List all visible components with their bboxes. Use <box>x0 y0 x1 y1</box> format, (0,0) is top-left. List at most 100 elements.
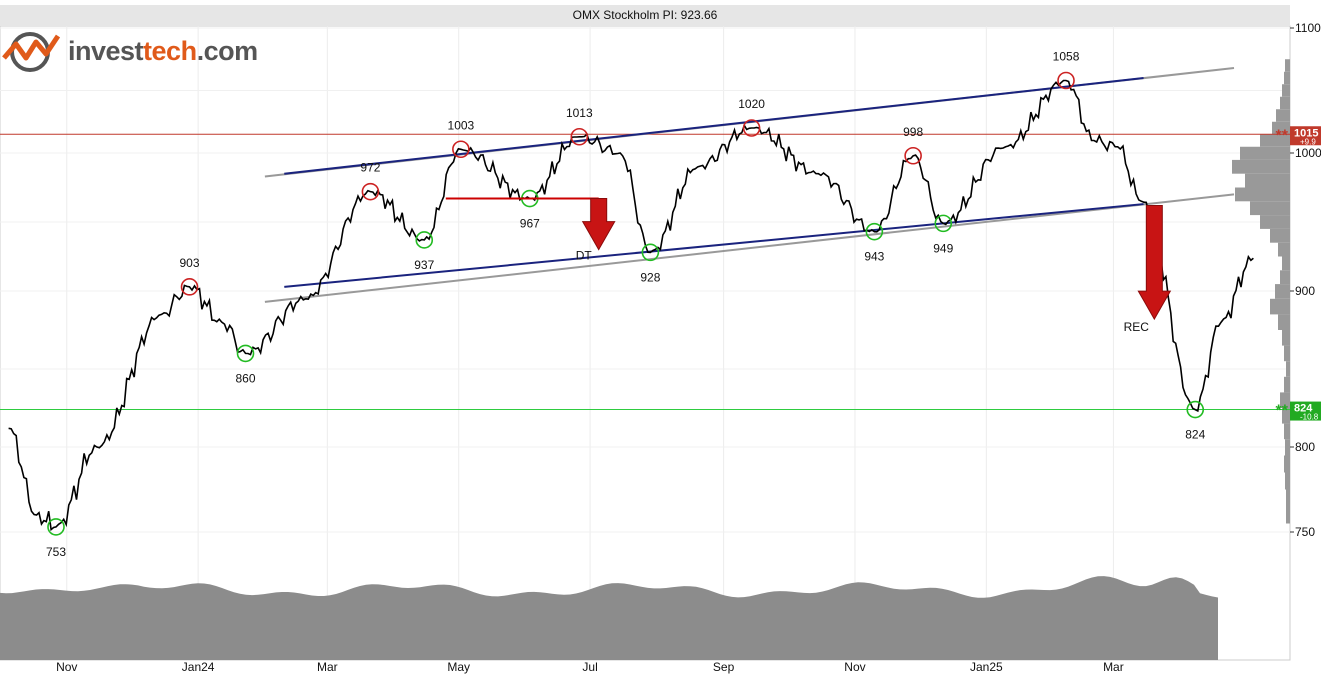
logo-part-1: invest <box>68 36 144 66</box>
bottom-marker <box>1186 400 1205 419</box>
bottom-marker <box>865 222 884 241</box>
histogram-bar <box>1280 270 1290 285</box>
x-tick-label: Jan25 <box>970 660 1003 674</box>
histogram-bar <box>1282 330 1290 346</box>
histogram-bar <box>1284 423 1290 440</box>
bottom-label: 943 <box>864 250 884 264</box>
bottom-label: 949 <box>933 241 953 255</box>
x-tick-label: Nov <box>56 660 77 674</box>
rec-pattern-label: REC <box>1124 320 1150 334</box>
histogram-bar <box>1284 71 1290 85</box>
logo-part-3: .com <box>196 36 259 66</box>
histogram-bar <box>1235 187 1290 202</box>
histogram-bar <box>1284 455 1290 473</box>
bottom-marker <box>47 518 65 536</box>
y-tick-label: 900 <box>1295 284 1315 298</box>
histogram-bar <box>1284 376 1290 393</box>
bottom-label: 860 <box>235 371 255 385</box>
histogram-bar <box>1282 256 1290 271</box>
histogram-bar <box>1232 159 1290 174</box>
x-tick-label: Jan24 <box>182 660 215 674</box>
channel-upper-line <box>284 77 1144 175</box>
channel-lower-line <box>284 203 1144 288</box>
histogram-bar <box>1282 408 1290 424</box>
bottom-label: 967 <box>520 217 540 231</box>
resistance-stars: ** <box>1276 127 1289 144</box>
horizontal-gridlines <box>0 27 1290 533</box>
top-label: 998 <box>903 125 923 139</box>
logo-mark-icon <box>2 32 61 72</box>
histogram-bar <box>1276 109 1290 122</box>
support-stars: ** <box>1276 403 1289 420</box>
top-label: 972 <box>360 161 380 175</box>
histogram-bar <box>1285 472 1290 490</box>
top-marker <box>570 127 589 146</box>
bottom-label: 937 <box>414 258 434 272</box>
support-value: 824 <box>1294 403 1313 415</box>
top-marker <box>742 119 761 137</box>
top-label: 903 <box>180 256 200 270</box>
bottom-label: 753 <box>46 545 66 559</box>
histogram-bar <box>1285 439 1290 456</box>
resistance-value: 1015 <box>1294 127 1318 139</box>
investtech-logo: investtech.com <box>2 30 272 72</box>
dt-pattern-label: DT <box>576 249 593 263</box>
top-label: 1003 <box>448 118 475 132</box>
chart-title: OMX Stockholm PI: 923.66 <box>0 5 1290 25</box>
resistance-change: +9.9 <box>1300 137 1316 146</box>
bottom-marker <box>415 231 434 249</box>
bottom-label: 824 <box>1185 428 1205 442</box>
price-line <box>8 79 1254 532</box>
histogram-bar <box>1270 228 1290 243</box>
support-change: -10.8 <box>1300 413 1319 422</box>
price-distribution-histogram <box>1232 59 1290 524</box>
histogram-bar <box>1278 242 1290 257</box>
histogram-bar <box>1282 84 1290 97</box>
vertical-gridlines <box>66 26 1114 660</box>
y-tick-label: 1100 <box>1295 21 1321 35</box>
support-badge <box>1290 401 1321 421</box>
histogram-bar <box>1286 506 1290 524</box>
channel-lower-extension <box>264 193 1235 303</box>
bottom-marker <box>236 344 255 363</box>
rec-target-arrow <box>1137 204 1172 321</box>
x-tick-label: Nov <box>844 660 865 674</box>
resistance-badge <box>1290 126 1321 146</box>
histogram-bar <box>1260 215 1290 229</box>
histogram-bar <box>1260 134 1290 147</box>
histogram-bar <box>1280 392 1290 408</box>
top-marker <box>180 278 199 296</box>
bottom-marker <box>641 243 660 262</box>
histogram-bar <box>1245 173 1290 188</box>
top-label: 1013 <box>566 106 593 120</box>
top-label: 1058 <box>1053 50 1080 64</box>
top-marker <box>452 140 470 159</box>
x-tick-label: Jul <box>582 660 597 674</box>
dt-target-arrow <box>581 198 616 251</box>
histogram-bar <box>1286 361 1290 377</box>
x-tick-label: May <box>447 660 470 674</box>
bottom-label: 928 <box>640 270 660 284</box>
plot-frame <box>0 25 1291 661</box>
volume-area <box>0 576 1218 660</box>
y-tick-label: 750 <box>1295 525 1315 539</box>
histogram-bar <box>1284 345 1290 362</box>
y-tick-label: 800 <box>1295 440 1315 454</box>
histogram-bar <box>1275 284 1290 299</box>
histogram-bar <box>1272 121 1290 135</box>
y-tick-label: 1000 <box>1295 146 1321 160</box>
bottom-marker <box>934 214 953 233</box>
histogram-bar <box>1280 96 1290 110</box>
histogram-bar <box>1270 298 1290 315</box>
top-marker <box>904 146 922 165</box>
top-marker <box>361 182 380 201</box>
histogram-bar <box>1285 59 1290 72</box>
logo-part-2: tech <box>143 36 197 66</box>
logo-text: investtech.com <box>68 36 258 67</box>
histogram-bar <box>1278 314 1290 330</box>
histogram-bar <box>1250 201 1290 216</box>
x-tick-label: Mar <box>317 660 338 674</box>
histogram-bar <box>1286 489 1290 507</box>
x-tick-label: Sep <box>713 660 735 674</box>
